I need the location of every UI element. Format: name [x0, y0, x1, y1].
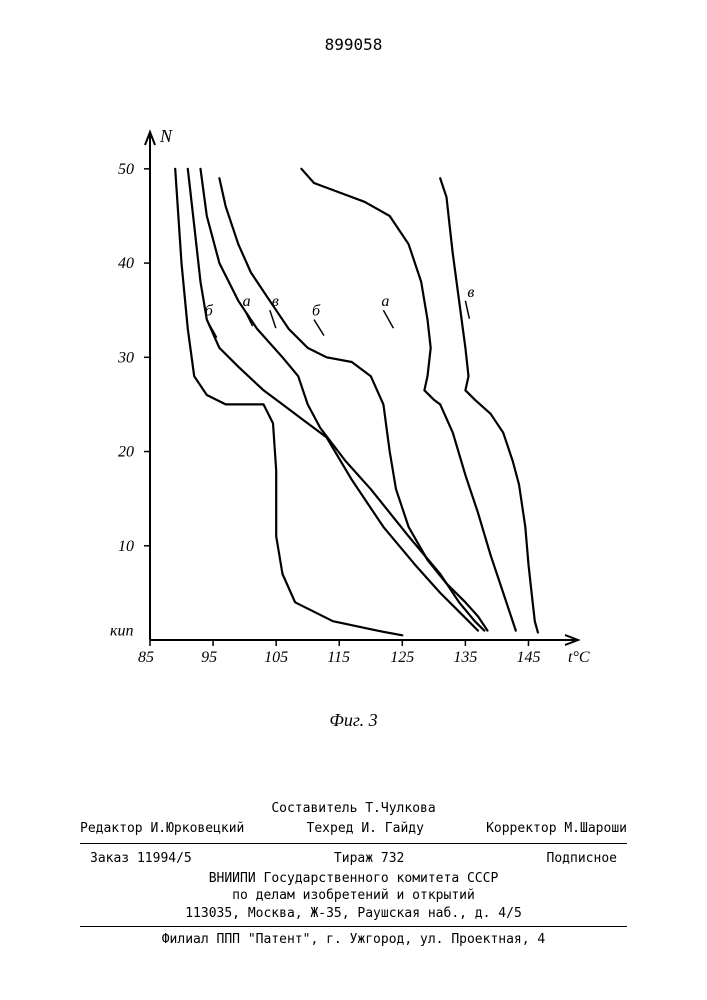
curve-L_b [175, 169, 402, 636]
corrector-cell: Корректор М.Шароши [486, 820, 627, 838]
y-tick-label-kip: кип [110, 623, 133, 640]
figure-caption: Фиг. 3 [0, 710, 707, 731]
y-tick-label: 40 [118, 255, 134, 272]
credits-row: Редактор И.Юрковецкий Техред И. Гайду Ко… [80, 818, 627, 840]
x-tick-label: 135 [453, 649, 477, 666]
composer-name: Т.Чулкова [365, 801, 435, 816]
curve-R_v [440, 178, 538, 632]
editor-cell: Редактор И.Юрковецкий [80, 820, 244, 838]
x-tick-label: 145 [516, 649, 540, 666]
curve-label: а [381, 293, 389, 310]
corrector-label: Корректор [486, 821, 556, 836]
y-tick-label: 50 [118, 161, 134, 178]
address-line: 113035, Москва, Ж-35, Раушская наб., д. … [80, 905, 627, 923]
order-label: Заказ [90, 851, 129, 866]
curve-M_a [301, 169, 515, 631]
x-tick-label: 125 [390, 649, 414, 666]
branch-line: Филиал ППП "Патент", г. Ужгород, ул. Про… [80, 931, 627, 949]
document-number: 899058 [0, 35, 707, 54]
divider-1 [80, 843, 627, 844]
y-tick-label: 30 [117, 349, 134, 366]
order-cell: Заказ 11994/5 [90, 850, 192, 868]
tirazh-value: 732 [381, 851, 404, 866]
y-tick-label: 10 [118, 538, 134, 555]
techred-name: И. Гайду [361, 821, 424, 836]
composer-label: Составитель [271, 801, 357, 816]
org-line-1: ВНИИПИ Государственного комитета СССР [80, 870, 627, 888]
x-tick-label: 85 [138, 649, 154, 666]
curve-label-leader [245, 310, 253, 326]
order-value: 11994/5 [137, 851, 192, 866]
curve-label: в [467, 284, 474, 301]
curve-label: б [312, 303, 321, 320]
curve-label-leader [383, 310, 393, 328]
curve-label: в [272, 293, 279, 310]
y-axis-label: N [159, 126, 173, 146]
chart-figure: Nt°C5040302010кип8595105115125135145бавб… [100, 130, 580, 700]
org-line-2: по делам изобретений и открытий [80, 887, 627, 905]
x-tick-label: 115 [327, 649, 350, 666]
corrector-name: М.Шароши [564, 821, 627, 836]
curve-label-leader [465, 301, 469, 319]
curve-label-leader [207, 320, 217, 338]
x-tick-label: 105 [264, 649, 288, 666]
page: 899058 Nt°C 50 40 30 20 10 кип 85 95 105 115 125 135… [0, 0, 707, 1000]
editor-name: И.Юрковецкий [150, 821, 244, 836]
x-tick-label: 95 [201, 649, 217, 666]
curve-L_v [201, 169, 485, 631]
tirazh-cell: Тираж 732 [334, 850, 404, 868]
order-row: Заказ 11994/5 Тираж 732 Подписное [80, 848, 627, 870]
footer-block: Составитель Т.Чулкова Редактор И.Юрковец… [80, 800, 627, 949]
techred-cell: Техред И. Гайду [307, 820, 424, 838]
tirazh-label: Тираж [334, 851, 373, 866]
subscription-cell: Подписное [547, 850, 617, 868]
divider-2 [80, 926, 627, 927]
curve-label-leader [270, 310, 276, 328]
y-tick-label: 20 [118, 444, 134, 461]
curve-label-leader [314, 320, 324, 336]
curve-label: б [205, 303, 214, 320]
curve-label: а [243, 293, 251, 310]
composer-line: Составитель Т.Чулкова [80, 800, 627, 818]
editor-label: Редактор [80, 821, 143, 836]
techred-label: Техред [307, 821, 354, 836]
chart-svg: Nt°C5040302010кип8595105115125135145бавб… [100, 130, 580, 700]
x-axis-label: t°C [568, 649, 590, 666]
